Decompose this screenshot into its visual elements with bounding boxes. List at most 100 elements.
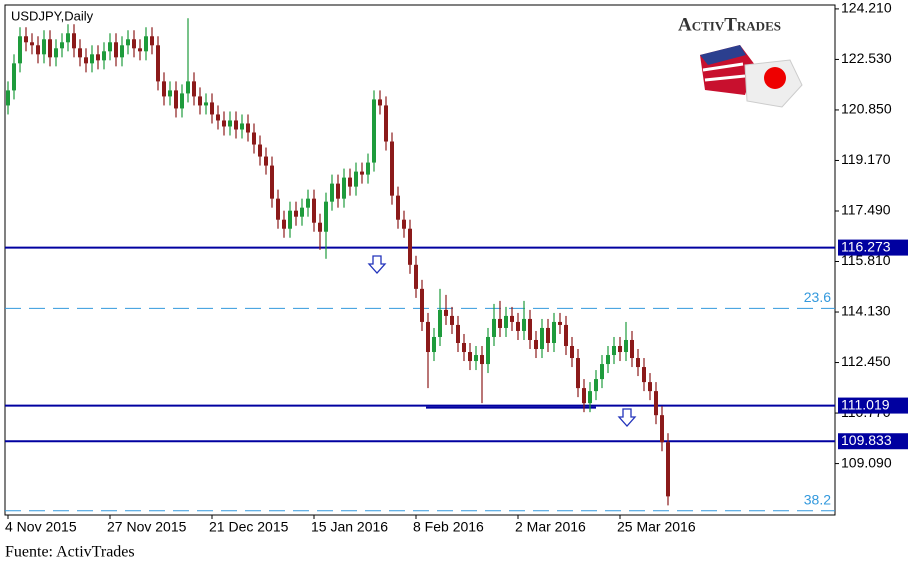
fib-label: 38.2 — [804, 491, 831, 507]
candle-body — [180, 93, 184, 109]
candle-body — [294, 210, 298, 217]
candle-body — [144, 36, 148, 52]
candle-body — [636, 358, 640, 368]
candle-body — [186, 81, 190, 94]
candle-body — [132, 39, 136, 49]
y-tick-label: 122.530 — [841, 50, 892, 66]
candle-body — [660, 415, 664, 443]
y-tick-label: 124.210 — [841, 0, 892, 16]
candle-body — [408, 228, 412, 265]
candle-body — [492, 318, 496, 337]
candle-body — [552, 321, 556, 343]
candle-body — [648, 382, 652, 392]
candle-body — [42, 39, 46, 55]
candle-body — [6, 90, 10, 106]
candle-body — [240, 123, 244, 130]
candle-body — [216, 114, 220, 121]
candle-body — [222, 120, 226, 127]
candle-body — [264, 156, 268, 166]
candle-body — [102, 51, 106, 61]
x-tick-label: 8 Feb 2016 — [413, 519, 484, 535]
y-tick-label: 119.170 — [841, 151, 891, 167]
candle-body — [456, 324, 460, 343]
candle-body — [600, 364, 604, 380]
candle-body — [96, 54, 100, 61]
candle-body — [486, 336, 490, 365]
candle-body — [192, 81, 196, 97]
candle-body — [36, 45, 40, 55]
x-tick-label: 21 Dec 2015 — [209, 519, 289, 535]
x-tick-label: 4 Nov 2015 — [5, 519, 77, 535]
candle-body — [384, 105, 388, 142]
candle-body — [402, 219, 406, 229]
candle-body — [48, 39, 52, 58]
candle-body — [396, 195, 400, 220]
logo-puzzle — [700, 45, 803, 108]
y-tick-label: 117.490 — [841, 202, 891, 218]
candle-body — [630, 339, 634, 359]
candle-body — [540, 327, 544, 350]
candle-body — [462, 342, 466, 353]
level-label: 109.833 — [841, 432, 892, 448]
candle-body — [624, 339, 628, 353]
candle-body — [72, 33, 76, 49]
candle-body — [120, 45, 124, 58]
logo: ActivTrades — [678, 14, 781, 35]
candle-body — [582, 388, 586, 404]
candle-body — [78, 48, 82, 58]
level-box — [838, 239, 908, 256]
candle-body — [354, 171, 358, 187]
candle-body — [576, 358, 580, 389]
candle-body — [336, 183, 340, 199]
candle-body — [606, 355, 610, 365]
candle-body — [276, 198, 280, 220]
candle-body — [558, 321, 562, 325]
candle-body — [444, 309, 448, 316]
candle-body — [654, 391, 658, 416]
candle-body — [156, 45, 160, 82]
candle-body — [504, 315, 508, 328]
candle-body — [360, 171, 364, 175]
candle-body — [162, 81, 166, 97]
candle-body — [108, 42, 112, 52]
candle-body — [666, 442, 670, 497]
x-tick-label: 27 Nov 2015 — [107, 519, 187, 535]
candle-body — [372, 99, 376, 163]
candle-body — [312, 198, 316, 223]
candle-body — [258, 144, 262, 157]
candle-body — [642, 367, 646, 383]
x-tick-label: 15 Jan 2016 — [311, 519, 388, 535]
candle-body — [480, 355, 484, 365]
arrow-down — [367, 255, 637, 427]
candle-body — [522, 318, 526, 331]
candle-body — [138, 48, 142, 52]
candle-body — [282, 219, 286, 229]
candle-body — [288, 210, 292, 229]
y-tick-label: 114.130 — [841, 303, 891, 319]
chart-title: USDJPY,Daily — [11, 8, 94, 23]
x-tick-label: 2 Mar 2016 — [515, 519, 586, 535]
candle-body — [588, 391, 592, 404]
candle-body — [300, 207, 304, 217]
candle-body — [252, 132, 256, 145]
candle-body — [30, 42, 34, 46]
candle-body — [420, 288, 424, 322]
source-note: Fuente: ActivTrades — [5, 544, 135, 561]
candle-body — [546, 327, 550, 343]
candle-body — [330, 183, 334, 202]
candle-body — [210, 102, 214, 115]
candle-body — [498, 318, 502, 328]
candle-body — [564, 324, 568, 347]
candle-body — [198, 96, 202, 106]
candle-body — [12, 63, 16, 91]
candle-body — [246, 123, 250, 133]
candle-body — [228, 120, 232, 127]
candle-body — [516, 321, 520, 331]
y-tick-label: 109.090 — [841, 454, 892, 470]
candle-body — [60, 42, 64, 49]
candle-body — [378, 99, 382, 106]
candle-body — [168, 90, 172, 97]
candle-body — [66, 33, 70, 43]
candle-body — [84, 57, 88, 64]
candle-body — [318, 222, 322, 232]
